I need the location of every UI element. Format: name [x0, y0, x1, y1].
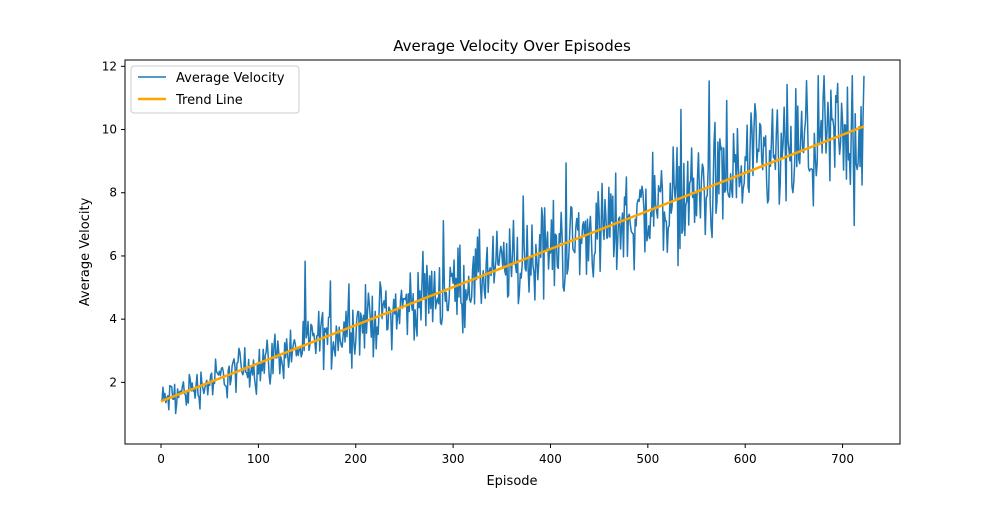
y-tick-label: 6: [109, 249, 117, 263]
x-tick-label: 0: [157, 452, 165, 466]
y-axis-label: Average Velocity: [78, 197, 93, 306]
x-tick-label: 300: [442, 452, 465, 466]
x-tick-label: 100: [247, 452, 270, 466]
x-tick-label: 700: [831, 452, 854, 466]
legend: Average Velocity Trend Line: [130, 65, 300, 114]
x-tick-label: 600: [734, 452, 757, 466]
y-tick-label: 2: [109, 375, 117, 389]
y-axis-ticks: 2 4 6 8 10 12: [102, 59, 125, 389]
series-line-average-velocity: [160, 75, 865, 415]
series-layer: [160, 75, 865, 415]
legend-label-average-velocity: Average Velocity: [176, 71, 285, 86]
plot-area-frame: [124, 59, 901, 445]
x-tick-label: 200: [344, 452, 367, 466]
y-tick-label: 12: [102, 59, 117, 73]
y-tick-label: 8: [109, 186, 117, 200]
y-tick-label: 4: [109, 312, 117, 326]
chart-title: Average Velocity Over Episodes: [393, 37, 631, 55]
x-tick-label: 400: [539, 452, 562, 466]
x-tick-label: 500: [636, 452, 659, 466]
legend-label-trend-line: Trend Line: [175, 93, 243, 108]
x-axis-ticks: 0 100 200 300 400 500 600 700: [157, 444, 854, 466]
legend-box: [130, 65, 300, 114]
y-tick-label: 10: [102, 123, 117, 137]
x-axis-label: Episode: [486, 474, 537, 489]
series-line-trend-line: [160, 125, 865, 403]
